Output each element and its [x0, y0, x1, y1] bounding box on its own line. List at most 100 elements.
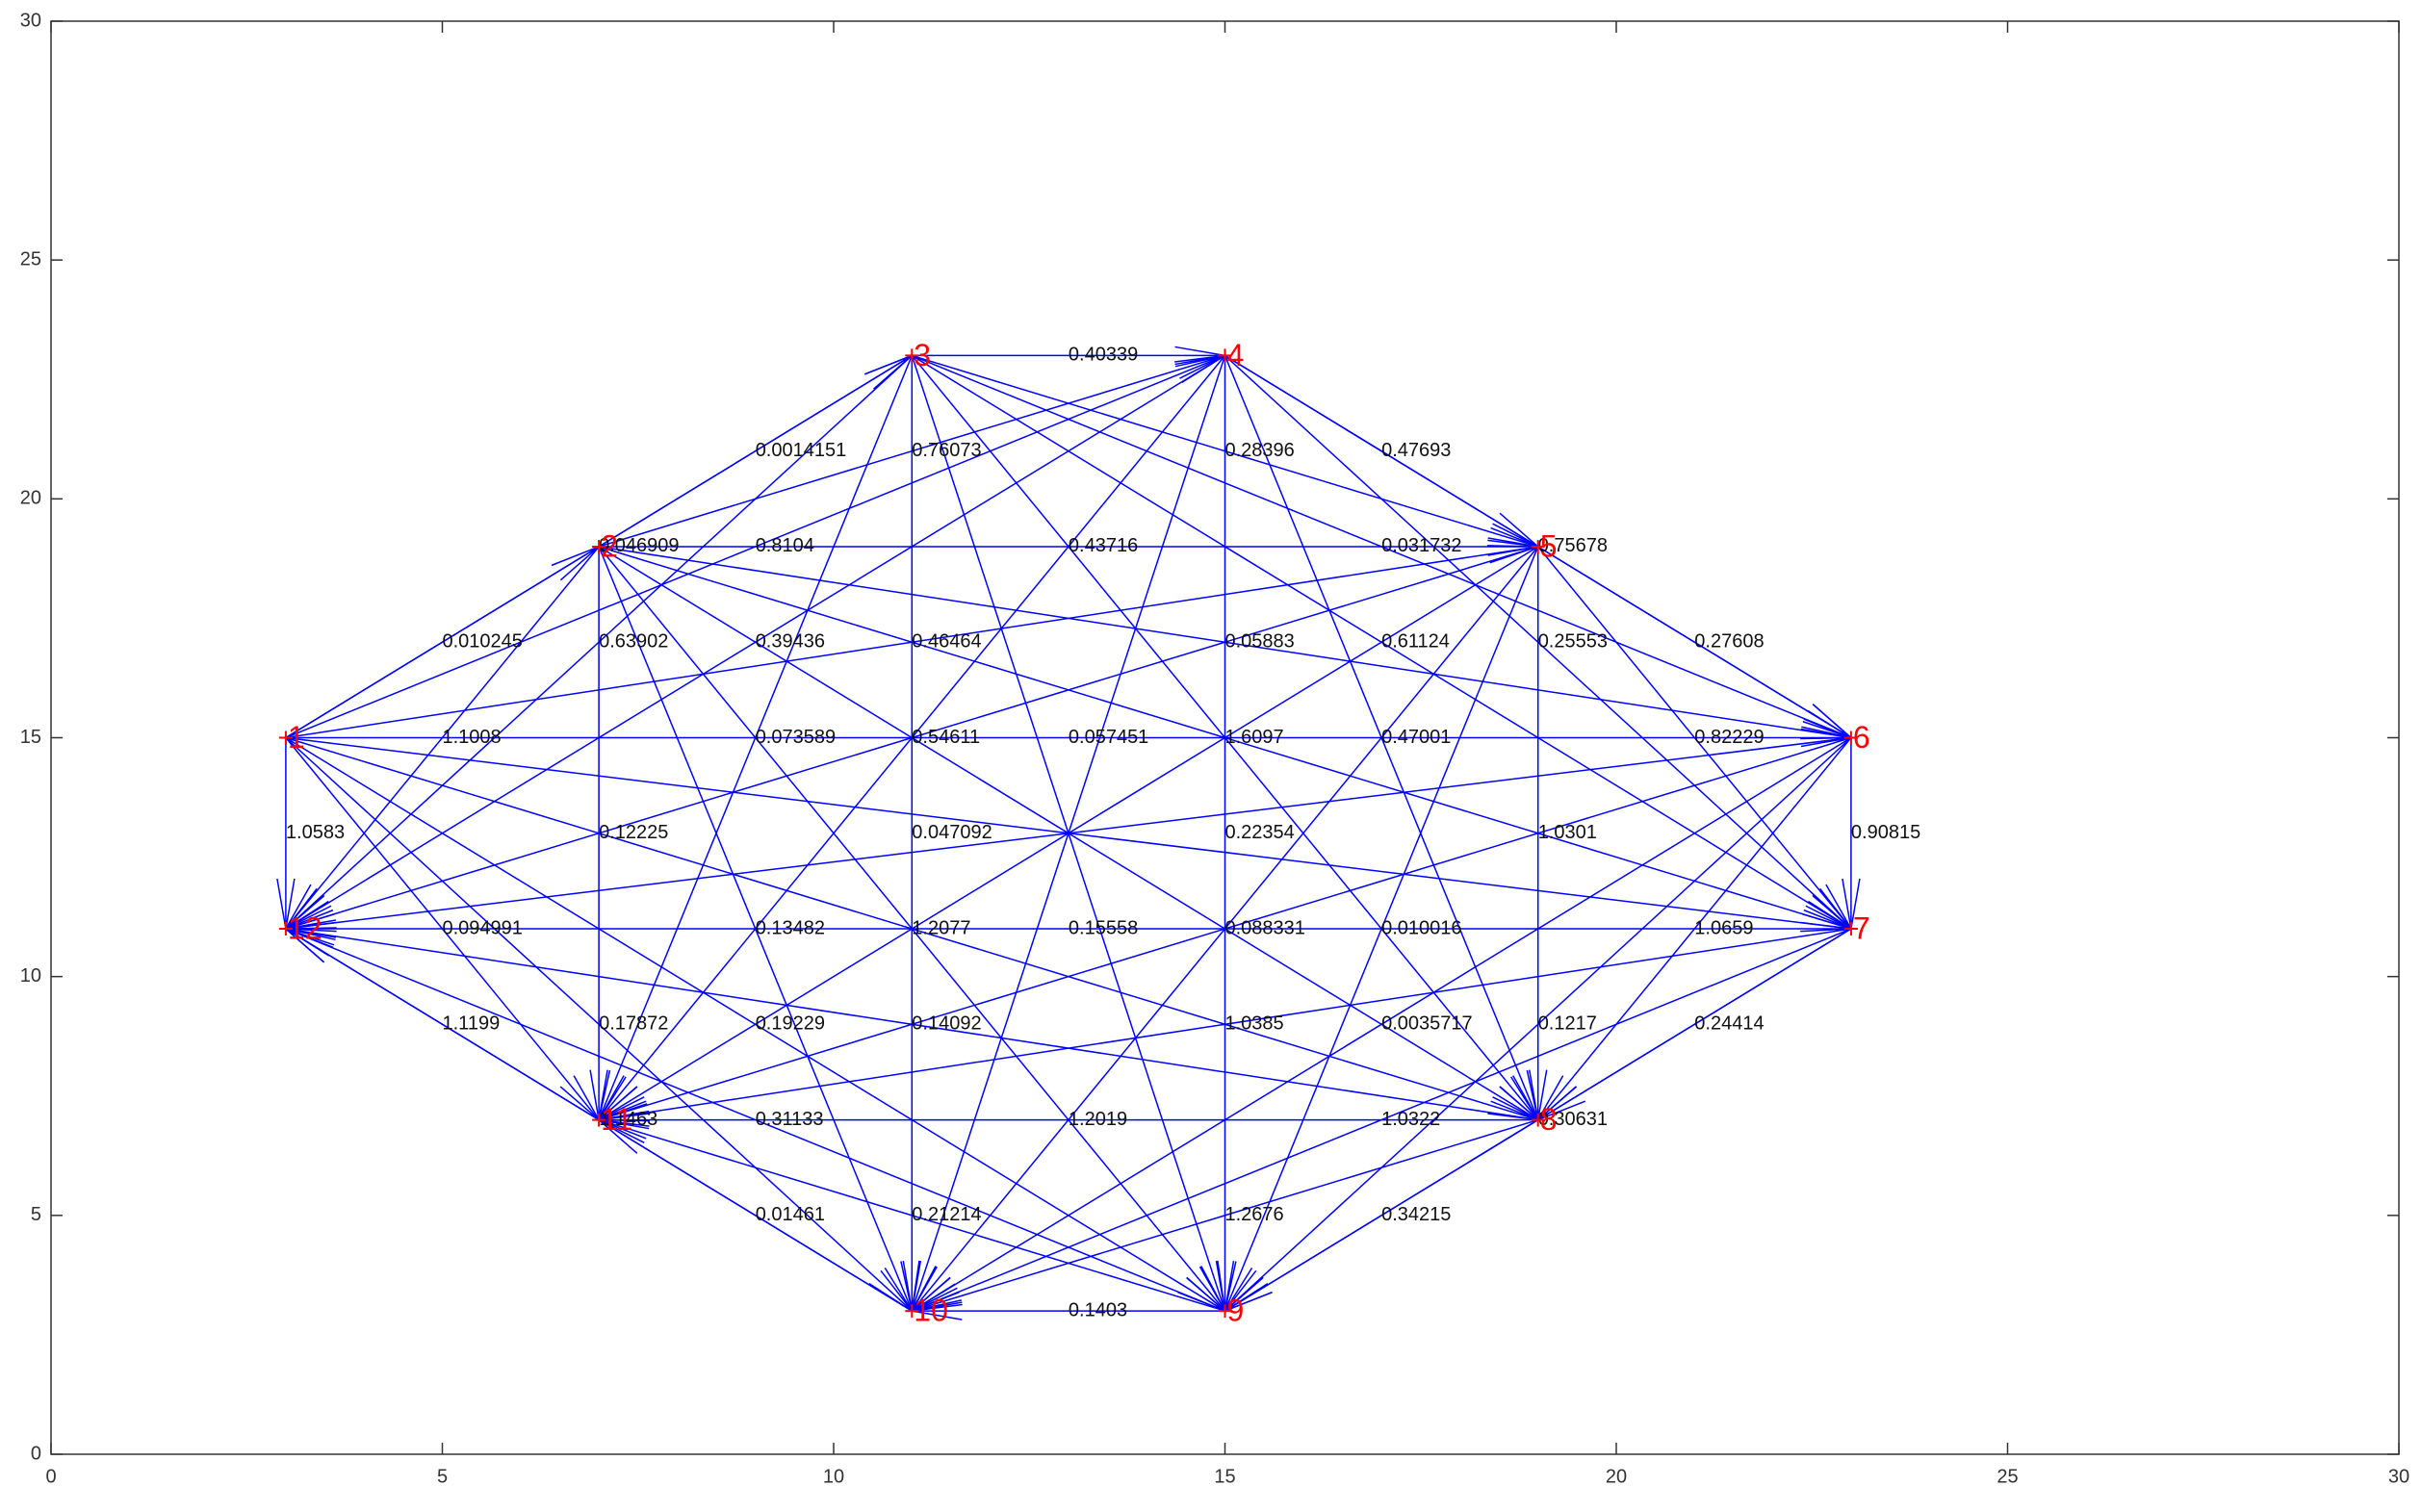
- x-tick-label: 20: [1606, 1466, 1627, 1487]
- edge-weight: 1.2676: [1225, 1204, 1284, 1225]
- edge-weight: 0.75678: [1538, 535, 1608, 556]
- node-label: 8: [1540, 1102, 1558, 1137]
- edge: [912, 354, 1852, 739]
- node-label: 3: [914, 338, 931, 372]
- edge-weight: 0.01461: [756, 1204, 825, 1225]
- x-tick-label: 30: [2388, 1466, 2409, 1487]
- edge-weight: 0.046909: [599, 535, 679, 556]
- edge: [285, 927, 1538, 1121]
- y-tick-label: 20: [20, 488, 41, 509]
- node-marker: [1843, 730, 1858, 745]
- axes: 0 5 10 15 20 25 30 0 5 10 15 20 25 30: [20, 10, 2409, 1487]
- edge: [285, 736, 1851, 933]
- edge-weight: 0.25553: [1538, 631, 1608, 653]
- edge-weight: 0.0014151: [756, 440, 847, 461]
- node-label: 2: [601, 528, 618, 563]
- node-marker: [1531, 1113, 1545, 1127]
- edge: [285, 354, 913, 930]
- node-label: 10: [914, 1294, 948, 1328]
- edge-weight: 1.0322: [1381, 1109, 1440, 1130]
- edge-weight: 0.63902: [599, 631, 668, 653]
- edge-weight: 0.47001: [1381, 727, 1451, 748]
- edge-weight: 0.073589: [756, 727, 836, 748]
- edge: [285, 354, 1225, 930]
- x-tick-label: 5: [437, 1466, 448, 1487]
- edge: [598, 355, 913, 1120]
- node-marker: [278, 730, 293, 745]
- node-marker: [278, 922, 293, 936]
- edge: [285, 546, 1538, 930]
- node-label: 11: [601, 1102, 632, 1137]
- node-marker: [905, 1304, 919, 1319]
- edge-weight: 1.1463: [599, 1109, 657, 1130]
- edge-weight: 0.15558: [1069, 917, 1138, 938]
- edge-labels: 0.010245 0.046909 0.8104 0.46464 0.057451 1.2…: [286, 345, 1920, 1321]
- edge-weight: 0.27608: [1694, 631, 1764, 653]
- edge: [1537, 546, 1852, 739]
- y-tick-label: 0: [31, 1443, 41, 1464]
- edge-weight: 0.05883: [1225, 631, 1295, 653]
- edge-weight: 0.057451: [1069, 727, 1148, 748]
- edge: [285, 928, 600, 1121]
- edge-weight: 0.24414: [1694, 1013, 1764, 1035]
- node-marker: [1218, 1304, 1232, 1319]
- node-marker: [1531, 539, 1545, 553]
- edge-weight: 0.40339: [1069, 345, 1138, 366]
- edge-weight: 0.094991: [443, 917, 523, 938]
- y-tick-label: 30: [20, 10, 41, 31]
- edge-weight: 1.0301: [1538, 822, 1597, 843]
- node-label: 1: [288, 720, 305, 755]
- edge-weight: 1.0385: [1225, 1013, 1284, 1035]
- node-marker: [592, 1113, 606, 1127]
- edge-weight: 0.90815: [1851, 822, 1920, 843]
- node-marker: [905, 348, 919, 363]
- edge-weight: 1.1008: [443, 727, 502, 748]
- x-tick-label: 25: [1997, 1466, 2018, 1487]
- edge-weight: 0.14092: [912, 1013, 981, 1035]
- y-tick-label: 25: [20, 248, 41, 269]
- edge-weight: 0.82229: [1694, 727, 1764, 748]
- edge-weight: 0.8104: [756, 535, 814, 556]
- edge: [598, 354, 913, 548]
- node-marker: [1843, 922, 1858, 936]
- edge-weight: 0.047092: [912, 822, 992, 843]
- node-label: 5: [1540, 528, 1558, 563]
- edge: [911, 736, 1852, 1312]
- edge-weight: 0.21214: [912, 1204, 981, 1225]
- edge-weight: 0.010016: [1381, 917, 1461, 938]
- x-tick-label: 15: [1214, 1466, 1235, 1487]
- edge: [598, 1118, 1225, 1312]
- edge-weight: 1.1199: [443, 1013, 501, 1035]
- y-tick-label: 15: [20, 727, 41, 748]
- y-tick-label: 10: [20, 965, 41, 987]
- node-label: 7: [1853, 910, 1870, 945]
- edge-weight: 0.13482: [756, 917, 825, 938]
- edge-weight: 1.2019: [1069, 1109, 1127, 1130]
- node-label: 9: [1227, 1294, 1245, 1328]
- edge-weight: 0.010245: [443, 631, 523, 653]
- node-marker: [1218, 348, 1232, 363]
- edge-weight: 0.0035717: [1381, 1013, 1473, 1035]
- node-marker: [592, 539, 606, 553]
- edge-weight: 0.61124: [1381, 631, 1450, 653]
- edge: [598, 928, 1852, 1122]
- edge-weight: 0.34215: [1381, 1204, 1451, 1225]
- edge-weight: 0.76073: [912, 440, 981, 461]
- edge-weight: 0.22354: [1225, 822, 1295, 843]
- node-label: 6: [1853, 720, 1870, 755]
- edge-weight: 0.12225: [599, 822, 668, 843]
- edge: [285, 546, 600, 930]
- edge-weight: 0.19229: [756, 1013, 825, 1035]
- x-tick-label: 10: [823, 1466, 844, 1487]
- edge-weight: 0.31133: [756, 1109, 824, 1130]
- edge-weight: 0.46464: [912, 631, 981, 653]
- x-tick-label: 0: [45, 1466, 56, 1487]
- edge-weight: 0.1217: [1538, 1013, 1597, 1035]
- edge-weight: 0.54611: [912, 727, 980, 748]
- edge-weight: 0.031732: [1381, 535, 1461, 556]
- edge-weight: 1.2077: [912, 917, 970, 938]
- edge-weight: 1.0583: [286, 822, 345, 843]
